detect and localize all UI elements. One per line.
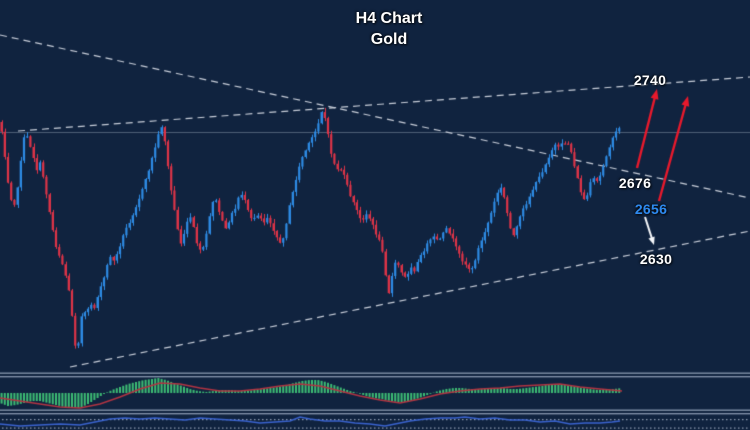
price-label-upper-target: 2740 [633, 72, 667, 88]
chart-title-line1: H4 Chart [355, 10, 423, 27]
chart-title-line2: Gold [370, 31, 408, 48]
price-label-support: 2656 [634, 201, 668, 217]
price-label-lower-target: 2630 [639, 251, 673, 267]
price-label-resistance: 2676 [618, 175, 652, 191]
chart-title: H4 Chart Gold [356, 8, 423, 50]
